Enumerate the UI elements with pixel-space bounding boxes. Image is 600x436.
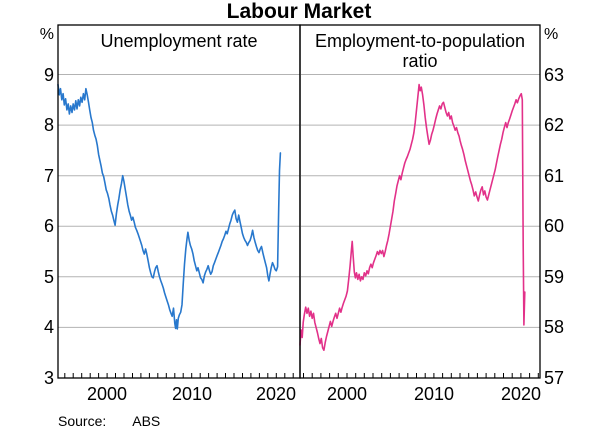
- right-axis-unit-label: %: [544, 26, 559, 43]
- chart-title: Labour Market: [226, 0, 372, 23]
- x-tick-label: 2000: [326, 384, 368, 404]
- source-label: Source:: [58, 413, 107, 429]
- y-tick-label: 9: [43, 65, 54, 85]
- y-tick-label: 58: [544, 317, 565, 337]
- panel-border: [57, 24, 301, 379]
- y-tick-label: 3: [43, 368, 54, 388]
- y-tick-label: 4: [43, 317, 54, 337]
- left-panel-title: Unemployment rate: [100, 31, 258, 51]
- unemployment-line: [57, 83, 282, 330]
- y-tick-label: 62: [544, 115, 565, 135]
- x-tick-label: 2010: [413, 384, 455, 404]
- y-tick-label: 60: [544, 216, 565, 236]
- y-tick-label: 59: [544, 267, 565, 287]
- y-tick-label: 6: [43, 216, 54, 236]
- left-axis-unit-label: %: [39, 26, 54, 43]
- source-value: ABS: [132, 413, 161, 429]
- x-tick-label: 2010: [171, 384, 213, 404]
- x-tick-label: 2000: [86, 384, 128, 404]
- y-tick-label: 5: [43, 267, 54, 287]
- y-tick-label: 57: [544, 368, 565, 388]
- y-tick-label: 8: [43, 115, 54, 135]
- x-tick-label: 2020: [255, 384, 297, 404]
- y-tick-label: 61: [544, 166, 565, 186]
- y-tick-label: 63: [544, 65, 565, 85]
- right-panel-title: Employment-to-population ratio: [314, 31, 526, 71]
- x-tick-label: 2020: [500, 384, 542, 404]
- panel-border: [299, 24, 541, 379]
- y-tick-label: 7: [43, 166, 54, 186]
- source-note: Source: ABS: [58, 413, 160, 429]
- employment-to-population-line: [299, 83, 526, 352]
